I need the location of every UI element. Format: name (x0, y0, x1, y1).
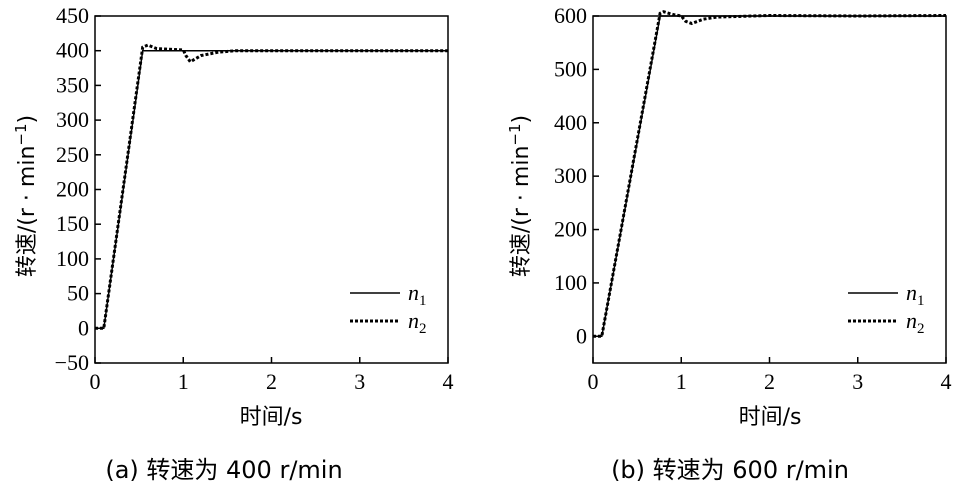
legend-label: n2 (906, 308, 925, 337)
plot-frame (592, 15, 947, 364)
series-line-n2 (95, 43, 448, 330)
legend-label: n1 (408, 280, 427, 309)
x-tick-label: 1 (178, 369, 189, 394)
y-tick-label: 100 (56, 246, 89, 271)
caption: (a) 转速为 400 r/min (105, 456, 342, 484)
y-tick-label: 450 (56, 3, 89, 28)
y-tick-label: 50 (67, 281, 89, 306)
y-tick-label: 200 (56, 177, 89, 202)
y-tick-label: 500 (554, 56, 587, 81)
x-tick-label: 3 (354, 369, 365, 394)
x-tick-label: 4 (443, 369, 454, 394)
y-tick-label: 600 (554, 3, 587, 28)
y-tick-label: 300 (56, 107, 89, 132)
y-tick-label: 0 (576, 323, 587, 348)
series-line-n1 (95, 49, 448, 330)
y-tick-label: 350 (56, 72, 89, 97)
y-tick-label: 100 (554, 270, 587, 295)
x-tick-label: 4 (941, 369, 952, 394)
series-line-n2 (593, 10, 947, 338)
y-tick-label: 200 (554, 217, 587, 242)
y-tick-label: 250 (56, 142, 89, 167)
y-axis-label: 转速/(r · min−1) (506, 115, 534, 277)
x-axis-label: 时间/s (240, 405, 303, 430)
x-tick-label: 2 (266, 369, 277, 394)
y-tick-label: −50 (55, 350, 89, 375)
x-tick-label: 2 (764, 369, 775, 394)
y-tick-label: 150 (56, 211, 89, 236)
y-tick-label: 0 (78, 315, 89, 340)
series-line-n1 (593, 15, 946, 338)
chart-a: 转速/(r · min−1) 时间/s (a) 转速为 400 r/min 0 1… (12, 3, 454, 484)
plot-frame (94, 15, 449, 364)
legend-label: n2 (408, 308, 427, 337)
y-tick-label: 400 (554, 110, 587, 135)
y-tick-label: 300 (554, 163, 587, 188)
caption: (b) 转速为 600 r/min (611, 456, 849, 484)
x-axis-label: 时间/s (739, 405, 802, 430)
chart-b: 转速/(r · min−1) 时间/s (b) 转速为 600 r/min 0 1… (506, 3, 952, 484)
y-tick-label: 400 (56, 38, 89, 63)
x-tick-label: 3 (852, 369, 863, 394)
y-axis-label: 转速/(r · min−1) (12, 115, 40, 277)
legend-label: n1 (906, 280, 925, 309)
x-tick-label: 0 (90, 369, 101, 394)
x-tick-label: 0 (588, 369, 599, 394)
x-tick-label: 1 (676, 369, 687, 394)
